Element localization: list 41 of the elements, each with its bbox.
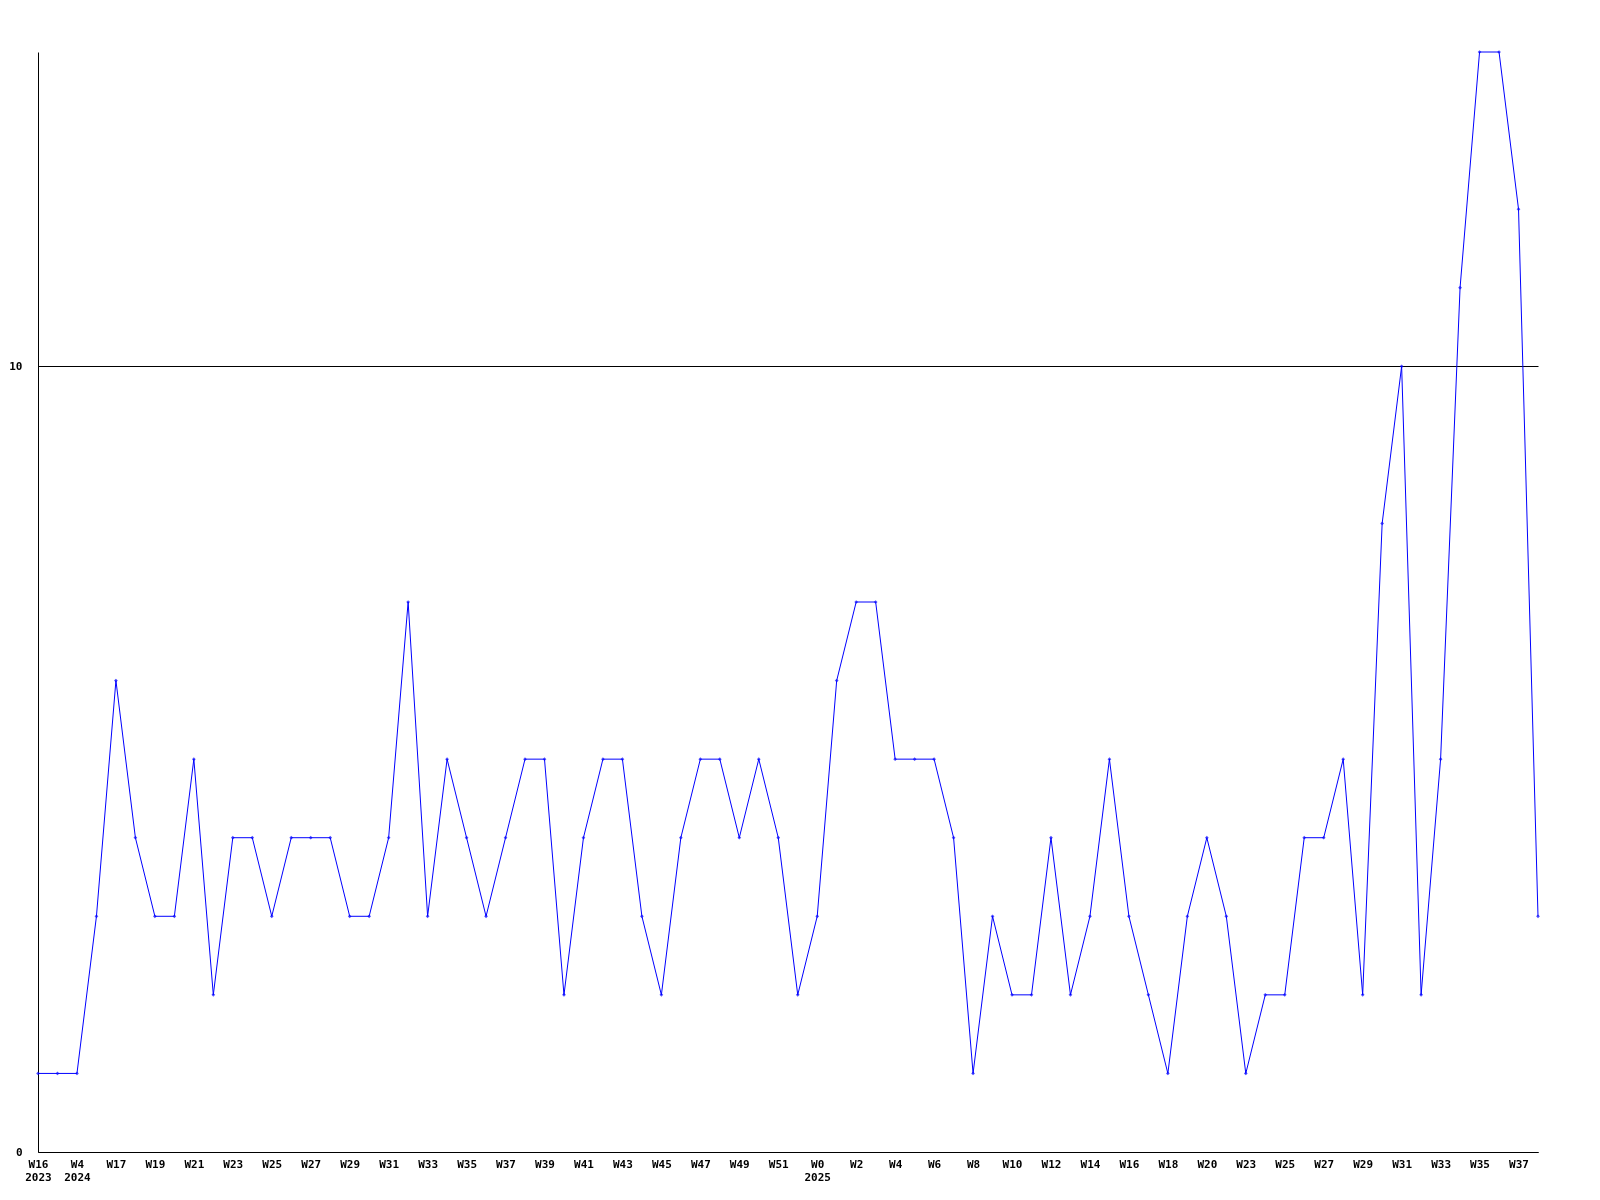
x-tick-label: W4 2024: [64, 1157, 92, 1184]
x-tick-label: W18: [1158, 1157, 1179, 1171]
x-tick-label: W29: [1353, 1157, 1374, 1171]
x-tick-label: W49: [729, 1157, 750, 1171]
x-tick-label: W0 2025: [804, 1157, 831, 1184]
x-tick-label: W17: [106, 1157, 127, 1171]
x-tick-label: W37: [1509, 1157, 1529, 1171]
x-tick-label: W31: [1392, 1157, 1413, 1171]
x-tick-label: W6: [927, 1157, 942, 1171]
x-tick-label: W21: [184, 1157, 205, 1171]
x-tick-label: W27: [1314, 1157, 1335, 1171]
x-tick-label: W45: [651, 1157, 672, 1171]
x-tick-label: W29: [340, 1157, 361, 1171]
x-tick-label: W37: [496, 1157, 516, 1171]
x-tick-label: W23: [1236, 1157, 1257, 1171]
x-tick-label: W25: [1275, 1157, 1296, 1171]
x-tick-label: W31: [379, 1157, 400, 1171]
x-tick-label: W35: [457, 1157, 478, 1171]
x-tick-label: W16: [1119, 1157, 1140, 1171]
x-tick-label: W25: [262, 1157, 283, 1171]
x-tick-label: W16 2023: [25, 1157, 52, 1184]
x-tick-label: W33: [1431, 1157, 1452, 1171]
x-tick-label: W33: [418, 1157, 439, 1171]
x-tick-label: W2: [850, 1157, 864, 1171]
x-tick-label: W43: [612, 1157, 633, 1171]
x-tick-label: W47: [690, 1157, 711, 1171]
y-tick-label: 10: [9, 359, 23, 373]
x-tick-label: W35: [1470, 1157, 1490, 1171]
x-tick-label: W8: [966, 1157, 981, 1171]
x-tick-label: W27: [301, 1157, 322, 1171]
x-tick-label: W20: [1197, 1157, 1218, 1171]
x-tick-label: W39: [535, 1157, 555, 1171]
y-tick-label: 0: [15, 1145, 23, 1159]
x-tick-label: W19: [145, 1157, 166, 1171]
x-tick-label: W23: [223, 1157, 244, 1171]
x-tick-label: W10: [1002, 1157, 1023, 1171]
x-tick-label: W4: [889, 1157, 903, 1171]
x-tick-label: W51: [768, 1157, 790, 1171]
x-tick-label: W41: [574, 1157, 595, 1171]
x-tick-label: W14: [1080, 1157, 1101, 1171]
x-tick-label: W12: [1041, 1157, 1062, 1171]
